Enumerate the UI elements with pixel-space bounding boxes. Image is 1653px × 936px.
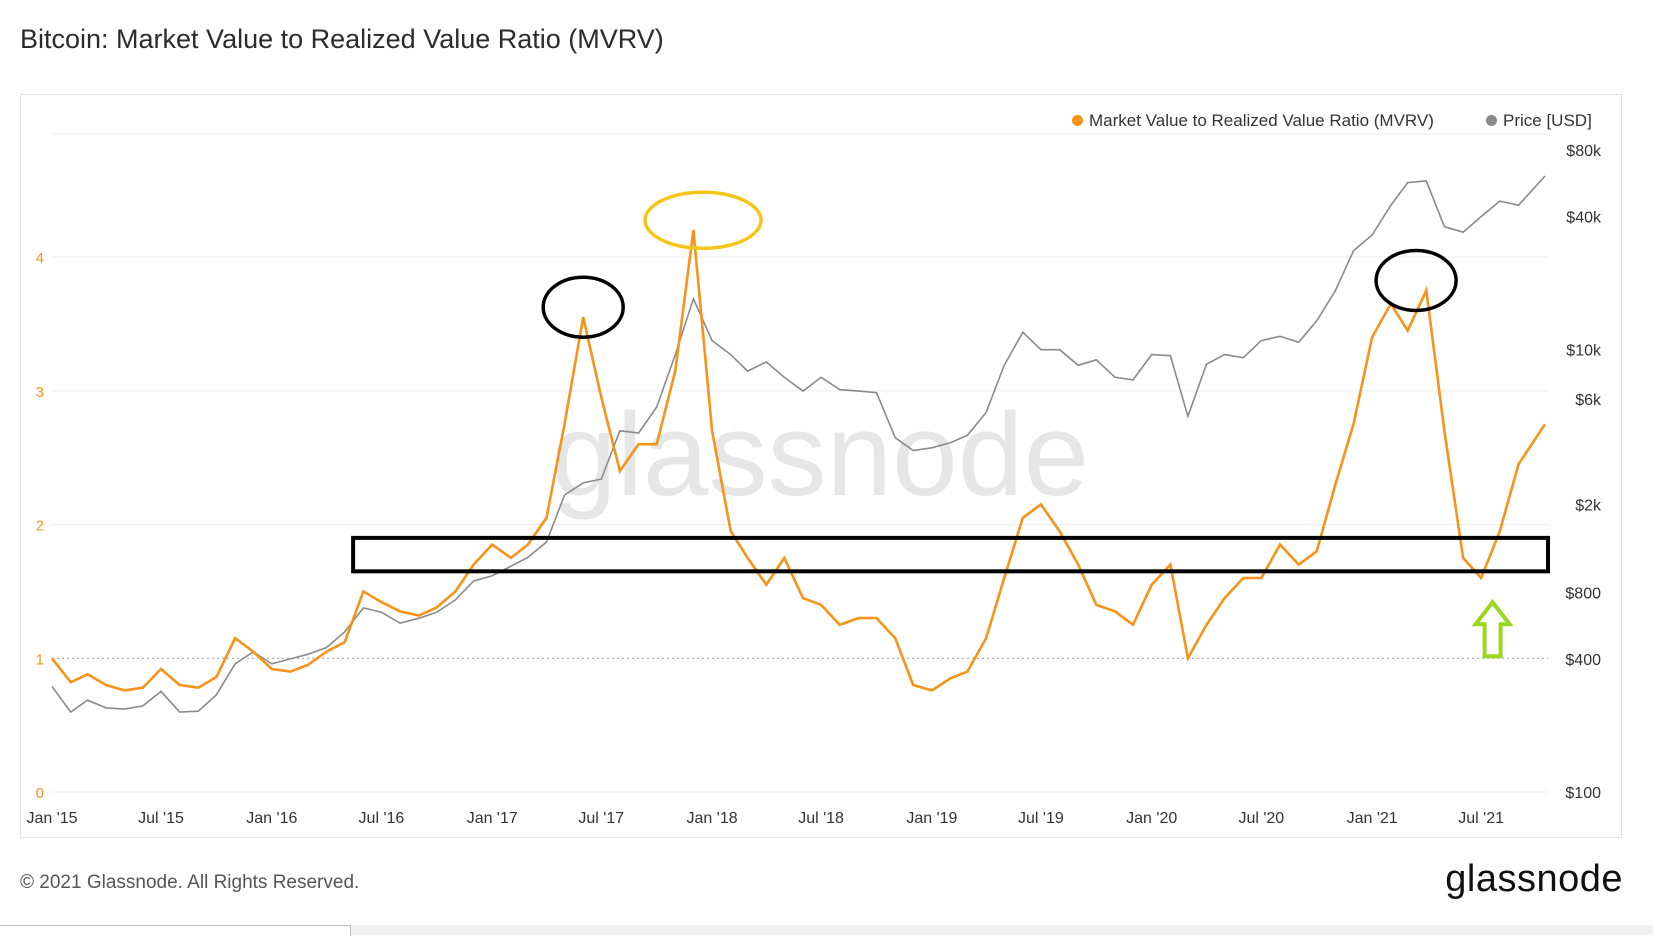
yellow-highlight-ellipse	[643, 190, 763, 250]
axes: 0 1 2 3 4 $100 $400 $800 $2k $6k $10k $40k $80k Jan '…	[26, 143, 1602, 827]
y-right-tick-label: $800	[1565, 585, 1601, 602]
y-right-tick-label: $100	[1565, 785, 1601, 802]
x-tick-label: Jan '20	[1126, 810, 1177, 827]
legend-label: Market Value to Realized Value Ratio (MV…	[1089, 111, 1434, 130]
legend-dot-icon	[1486, 115, 1497, 126]
x-tick-label: Jan '17	[467, 810, 518, 827]
y-left-tick-label: 1	[36, 651, 44, 668]
x-tick-label: Jul '15	[138, 810, 184, 827]
support-zone-rectangle	[351, 535, 1551, 574]
y-right-tick-label: $80k	[1566, 143, 1602, 160]
copyright-text: © 2021 Glassnode. All Rights Reserved.	[20, 872, 360, 893]
y-right-tick-label: $10k	[1566, 343, 1602, 360]
y-left-tick-label: 3	[36, 384, 44, 401]
y-right-tick-label: $40k	[1566, 210, 1602, 227]
x-tick-label: Jan '15	[26, 810, 77, 827]
legend-label: Price [USD]	[1503, 111, 1592, 130]
x-tick-label: Jan '16	[246, 810, 297, 827]
y-left-tick-label: 4	[36, 250, 44, 267]
glassnode-logo: glassnode	[1445, 858, 1623, 900]
y-right-tick-label: $400	[1565, 652, 1601, 669]
grid-lines	[52, 133, 1548, 793]
bottom-strip-box	[0, 925, 351, 936]
legend-dot-icon	[1072, 115, 1083, 126]
y-right-tick-label: $6k	[1575, 392, 1602, 409]
mvrv-series-line	[50, 230, 1547, 692]
x-tick-label: Jan '21	[1347, 810, 1398, 827]
x-tick-label: Jan '18	[687, 810, 738, 827]
annotations	[351, 190, 1551, 659]
y-left-tick-label: 2	[36, 518, 44, 535]
x-tick-label: Jul '17	[578, 810, 624, 827]
y-left-tick-label: 0	[36, 785, 44, 802]
y-right-tick-label: $2k	[1575, 497, 1602, 514]
price-series-line	[51, 175, 1546, 714]
chart-panel	[20, 94, 1622, 838]
x-tick-label: Jul '20	[1238, 810, 1284, 827]
x-tick-label: Jul '18	[798, 810, 844, 827]
black-highlight-ellipse	[541, 275, 625, 339]
x-tick-label: Jan '19	[906, 810, 957, 827]
bottom-strip	[0, 925, 1653, 936]
page-title: Bitcoin: Market Value to Realized Value …	[20, 24, 664, 54]
legend-item-price[interactable]: Price [USD]	[1486, 111, 1592, 131]
x-tick-label: Jul '21	[1458, 810, 1504, 827]
green-up-arrow-icon	[1471, 598, 1514, 659]
x-tick-label: Jul '19	[1018, 810, 1064, 827]
black-highlight-ellipse	[1374, 248, 1458, 313]
watermark: glassnode	[551, 389, 1089, 521]
legend-item-mvrv[interactable]: Market Value to Realized Value Ratio (MV…	[1072, 111, 1434, 131]
x-tick-label: Jul '16	[359, 810, 405, 827]
